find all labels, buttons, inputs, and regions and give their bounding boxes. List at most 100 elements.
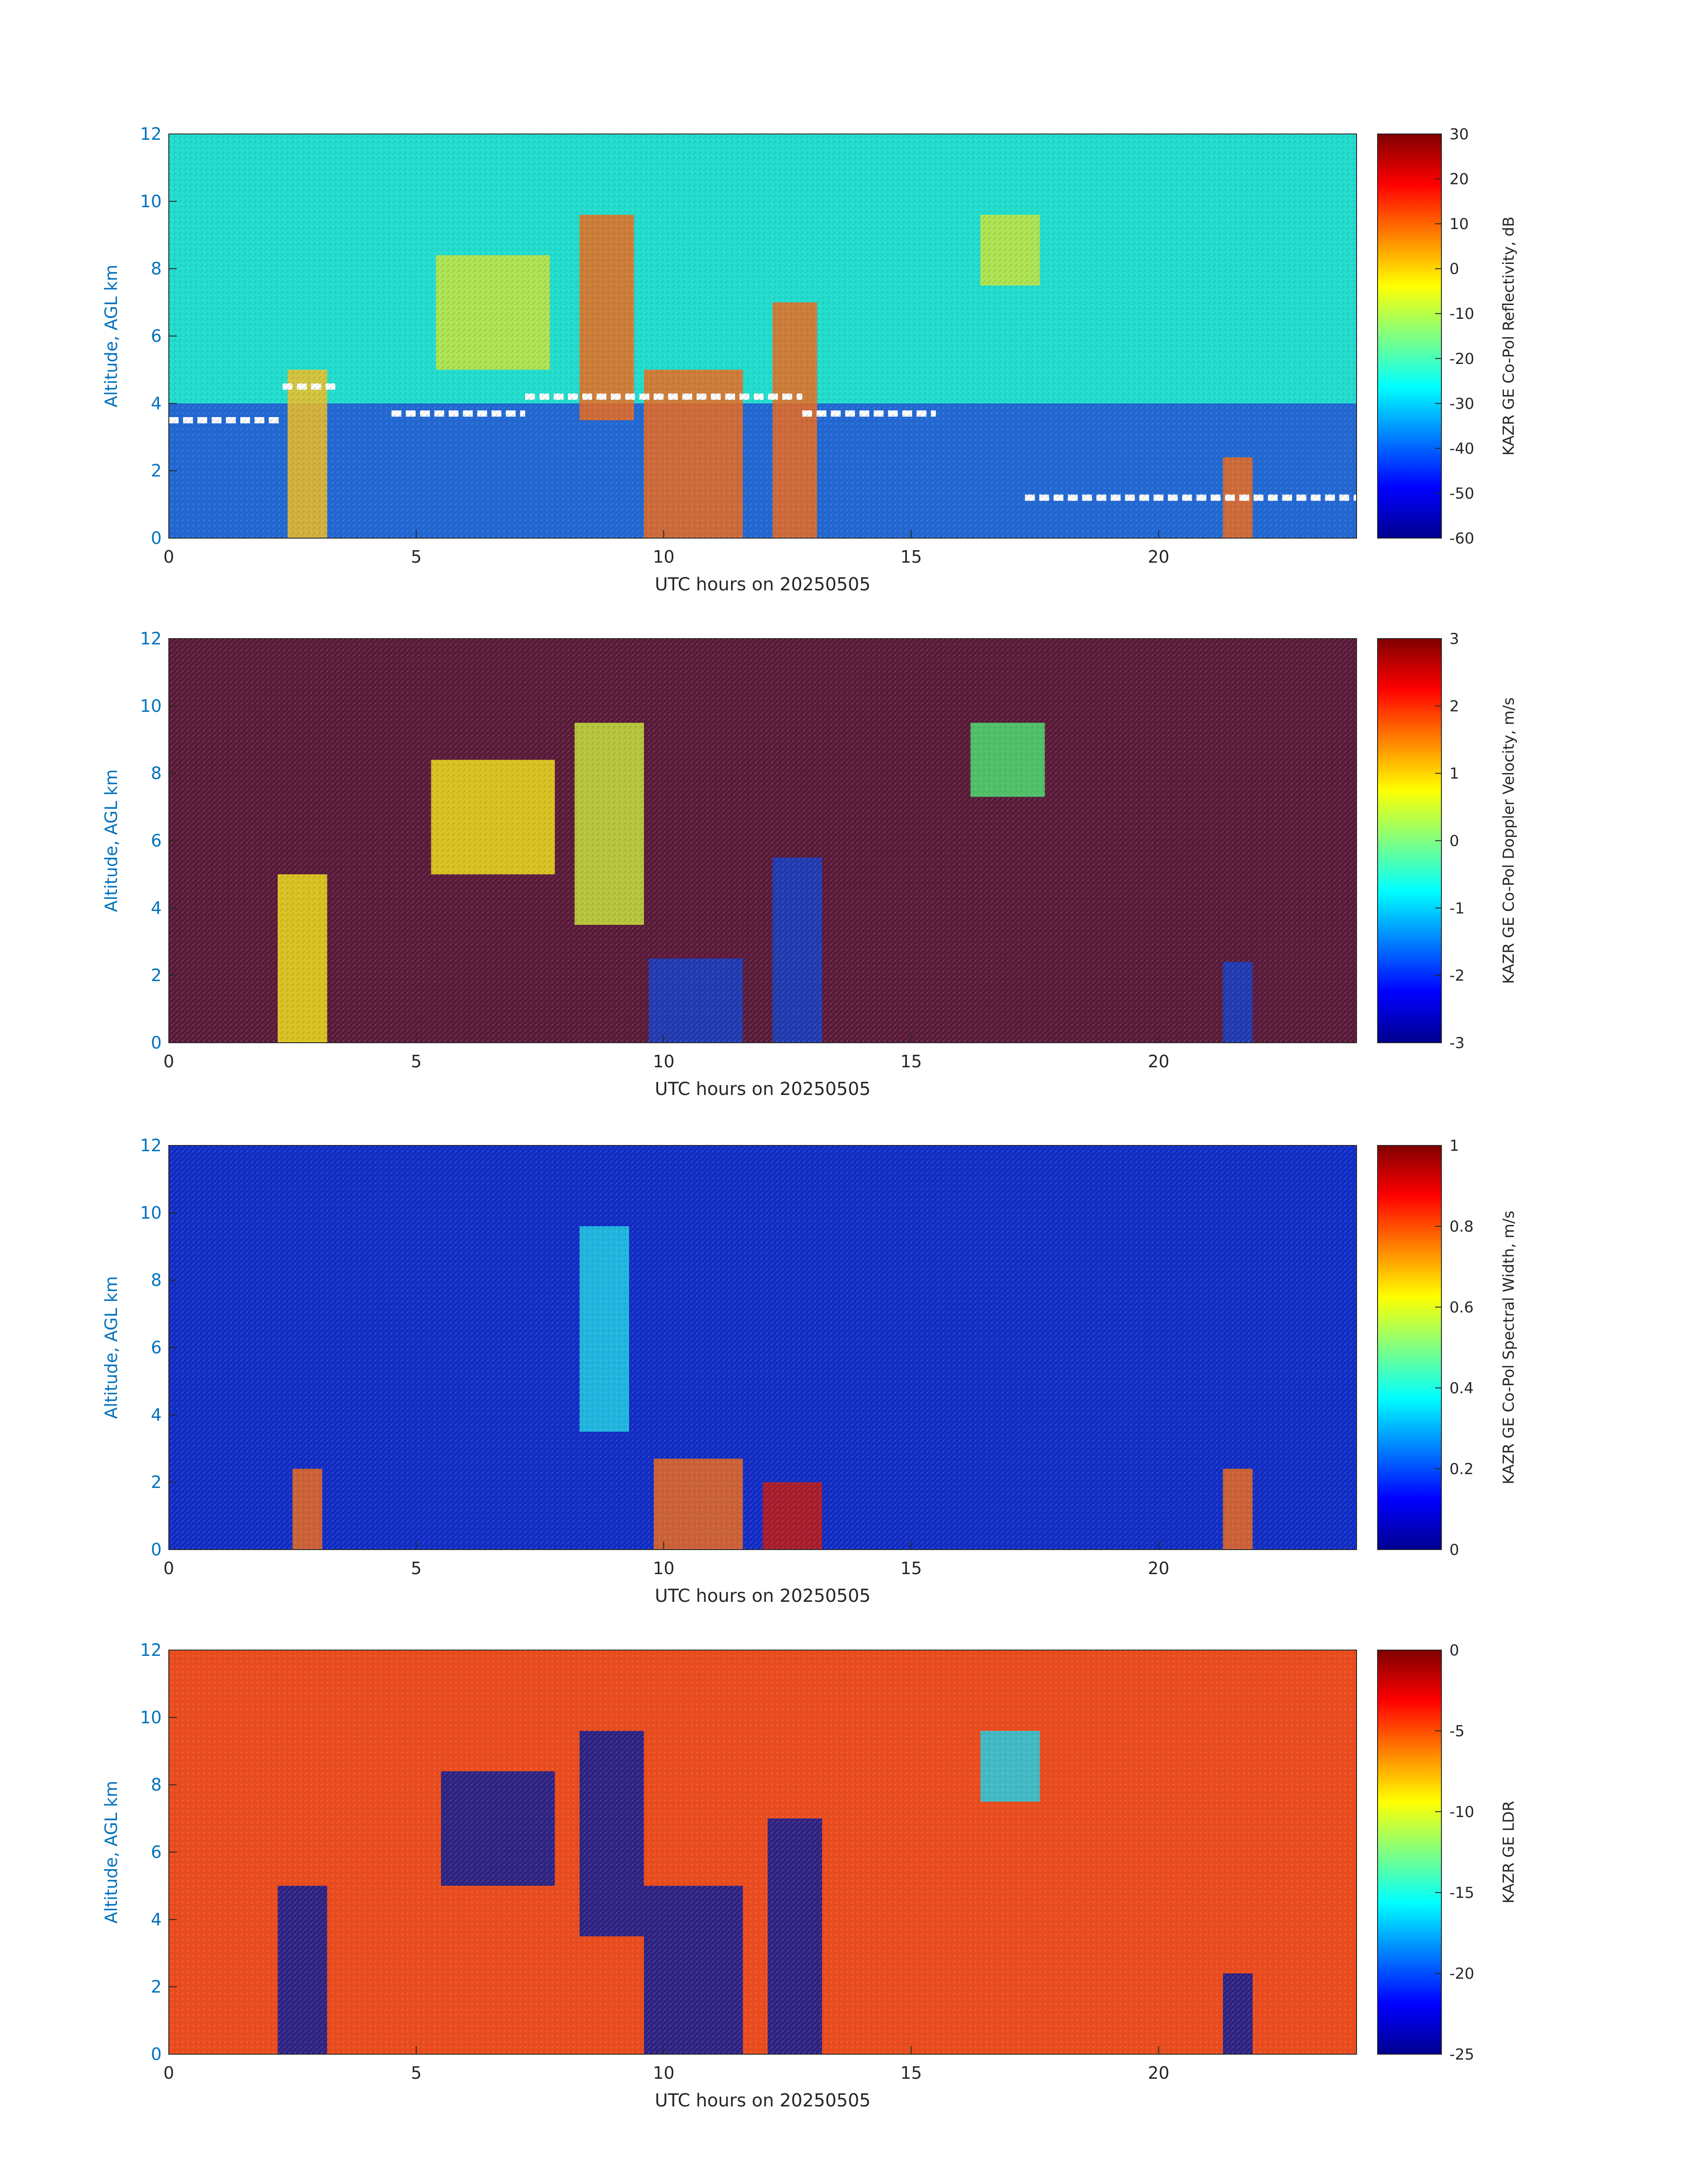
colorbar-tick-label: -20 [1449,350,1474,368]
colorbar-tick-label: 0 [1449,1642,1459,1659]
colorbar-tick-label: 0 [1449,1541,1459,1559]
colorbar-label: KAZR GE Co-Pol Reflectivity, dB [1500,217,1518,455]
y-tick-label: 2 [151,965,162,985]
chart-panel-1: 0 2 4 6 8 10 12 0 5 10 15 20 Altitude, AGL km UTC hou… [0,124,1708,643]
colorbar [1377,1650,1442,2055]
colorbar-tick-label: -10 [1449,1803,1474,1821]
x-tick-label: 10 [653,2063,674,2083]
x-tick-label: 20 [1148,2063,1169,2083]
x-axis-label: UTC hours on 20250505 [655,574,870,595]
colorbar-tick-label: -15 [1449,1884,1474,1902]
y-tick-label: 4 [151,393,162,413]
colorbar-tick-label: 20 [1449,171,1469,188]
x-tick-label: 5 [411,2063,422,2083]
colorbar-tick-label: 2 [1449,698,1459,715]
colorbar-tick-label: 3 [1449,630,1459,648]
chart-panel-3: 0 2 4 6 8 10 12 0 5 10 15 20 Altitude, AGL km UTC hou… [0,1136,1708,1655]
colorbar-tick-label: -60 [1449,530,1474,547]
y-axis-label: Altitude, AGL km [101,1276,121,1419]
x-tick-label: 15 [900,547,922,567]
y-tick-label: 6 [151,831,162,851]
y-tick-label: 10 [140,696,162,716]
x-tick-label: 20 [1148,1559,1169,1578]
chart-svg-4: 0 2 4 6 8 10 12 0 5 10 15 20 Altitude, AGL km UTC hou… [101,1640,1518,2111]
colorbar-tick-label: -20 [1449,1965,1474,1983]
y-tick-label: 8 [151,764,162,783]
y-tick-label: 12 [140,124,162,144]
x-tick-label: 5 [411,1559,422,1578]
y-tick-label: 12 [140,1640,162,1660]
x-tick-label: 15 [900,1052,922,1071]
colorbar-tick-label: -10 [1449,305,1474,323]
colorbar-tick-label: 0.8 [1449,1218,1474,1236]
colorbar-tick-label: 30 [1449,125,1469,143]
y-tick-label: 12 [140,1136,162,1155]
colorbar-tick-label: 0 [1449,832,1459,850]
y-tick-label: 2 [151,1977,162,1997]
colorbar-tick-label: 0.2 [1449,1460,1474,1478]
colorbar-tick-label: -5 [1449,1722,1465,1740]
y-tick-label: 8 [151,1270,162,1290]
y-tick-label: 10 [140,1203,162,1223]
colorbar [1377,638,1442,1043]
y-tick-label: 0 [151,2044,162,2064]
y-tick-label: 8 [151,1775,162,1795]
colorbar-tick-label: -1 [1449,899,1465,917]
x-tick-label: 10 [653,1052,674,1071]
colorbar-tick-label: -40 [1449,440,1474,458]
colorbar-tick-label: 0 [1449,260,1459,278]
y-tick-label: 6 [151,1338,162,1358]
x-axis-label: UTC hours on 20250505 [655,1586,870,1606]
colorbar-tick-label: 1 [1449,1137,1459,1155]
y-axis-label: Altitude, AGL km [101,265,121,408]
colorbar [1377,1145,1442,1550]
y-tick-label: 0 [151,1540,162,1559]
chart-panel-2: 0 2 4 6 8 10 12 0 5 10 15 20 Altitude, AGL km UTC hou… [0,629,1708,1148]
x-tick-label: 15 [900,1559,922,1578]
colorbar-label: KAZR GE Co-Pol Doppler Velocity, m/s [1500,698,1518,984]
noise-texture [169,134,1357,538]
y-tick-label: 0 [151,528,162,548]
colorbar-label: KAZR GE Co-Pol Spectral Width, m/s [1500,1211,1518,1484]
y-tick-label: 4 [151,1405,162,1425]
noise-texture [169,639,1357,1043]
colorbar-tick-label: 10 [1449,215,1469,233]
y-tick-label: 6 [151,326,162,346]
colorbar-tick-label: -3 [1449,1034,1465,1052]
x-tick-label: 15 [900,2063,922,2083]
y-tick-label: 6 [151,1843,162,1862]
y-axis-label: Altitude, AGL km [101,1781,121,1924]
chart-panel-4: 0 2 4 6 8 10 12 0 5 10 15 20 Altitude, AGL km UTC hou… [0,1640,1708,2159]
x-axis-label: UTC hours on 20250505 [655,1079,870,1099]
y-tick-label: 2 [151,1472,162,1492]
x-tick-label: 10 [653,1559,674,1578]
x-tick-label: 0 [163,2063,174,2083]
x-tick-label: 5 [411,547,422,567]
chart-svg-1: 0 2 4 6 8 10 12 0 5 10 15 20 Altitude, AGL km UTC hou… [101,124,1518,595]
colorbar-tick-label: -50 [1449,485,1474,502]
y-tick-label: 4 [151,898,162,918]
colorbar-tick-label: 0.4 [1449,1379,1474,1397]
noise-texture [169,1145,1357,1550]
colorbar-tick-label: -30 [1449,395,1474,413]
colorbar-tick-label: -2 [1449,967,1465,985]
colorbar-tick-label: 1 [1449,765,1459,783]
y-tick-label: 10 [140,192,162,211]
x-tick-label: 0 [163,1052,174,1071]
x-tick-label: 0 [163,1559,174,1578]
x-tick-label: 10 [653,547,674,567]
x-tick-label: 20 [1148,547,1169,567]
x-tick-label: 5 [411,1052,422,1071]
colorbar-tick-label: -25 [1449,2046,1474,2064]
y-tick-label: 0 [151,1033,162,1053]
y-tick-label: 4 [151,1910,162,1929]
noise-texture [169,1650,1357,2054]
colorbar-label: KAZR GE LDR [1500,1801,1518,1903]
y-tick-label: 2 [151,461,162,481]
x-axis-label: UTC hours on 20250505 [655,2090,870,2111]
x-tick-label: 0 [163,547,174,567]
colorbar-tick-label: 0.6 [1449,1299,1474,1316]
